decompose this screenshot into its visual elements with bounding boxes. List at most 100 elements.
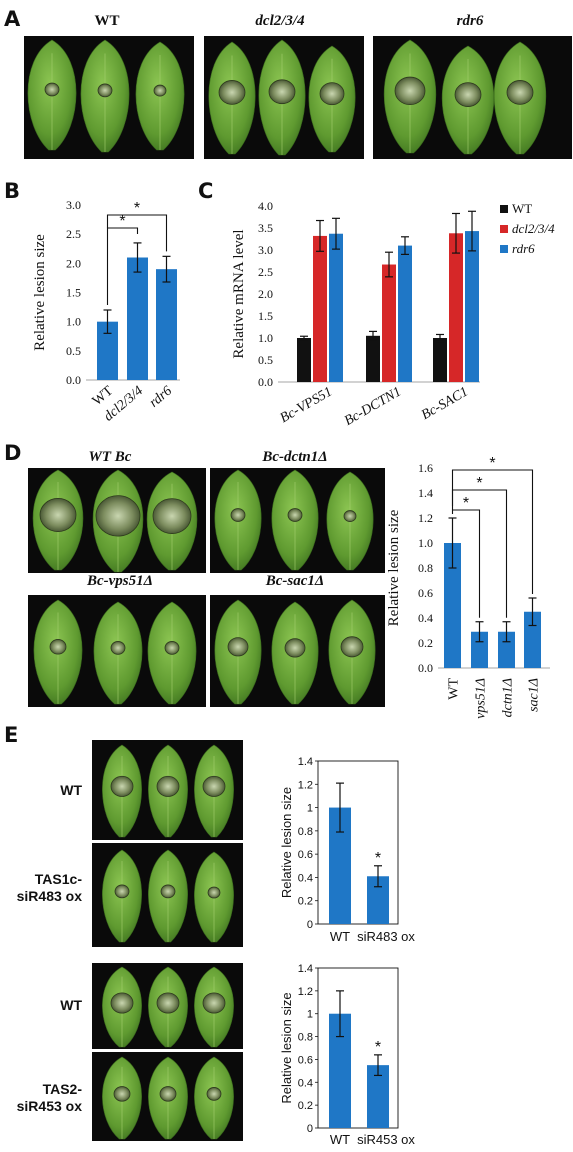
- row-label-tas1c-line2: siR483 ox: [17, 888, 83, 904]
- leaf-d-sac1-3-lesion: [340, 636, 364, 658]
- chart-c-ylabel: Relative mRNA level: [231, 229, 247, 358]
- chart-c-legend-label-0: WT: [512, 201, 532, 216]
- leaf-a-rdr6-1: [383, 39, 437, 154]
- chart-c-bar-2-0: [329, 233, 343, 382]
- panel-e-photos: [92, 740, 243, 1141]
- chart-b-ytick-5: 2.5: [66, 227, 81, 241]
- leaf-d-wt-1: [32, 469, 84, 571]
- chart-c-bar-0-1: [366, 335, 380, 382]
- chart-e1-ytick-7: 1.4: [298, 756, 313, 768]
- leaf-e-wt2-2-lesion: [156, 992, 180, 1014]
- panel-a-photos: [24, 36, 572, 159]
- leaf-e-wt1-1: [102, 744, 142, 838]
- row-label-tas2-line2: siR453 ox: [17, 1098, 83, 1114]
- chart-c-legend-label-1: dcl2/3/4: [512, 221, 555, 236]
- leaf-e-wt2-1: [102, 966, 142, 1048]
- leaf-a-rdr6-1-lesion: [394, 76, 426, 106]
- panel-d-title-wt-text: WT Bc: [89, 449, 132, 465]
- chart-e1-xlabel-0: WT: [330, 929, 350, 944]
- chart-d-sig-0: [451, 509, 481, 618]
- chart-e2-ytick-5: 1: [307, 1009, 313, 1021]
- chart-d-bar-0: [444, 543, 461, 668]
- chart-b-sig-0: [106, 227, 139, 305]
- chart-d-ytick-3: 0.6: [418, 586, 433, 600]
- chart-c-bar-2-2: [465, 231, 479, 382]
- leaf-d-dctn1-2-lesion: [287, 508, 303, 522]
- chart-d-xlabel-3: sac1Δ: [527, 678, 542, 712]
- leaf-a-dcl-3-lesion: [319, 82, 345, 106]
- chart-c-bar-1-2: [449, 233, 463, 382]
- panel-label-b: B: [4, 179, 20, 203]
- leaf-a-wt-3: [135, 41, 185, 151]
- leaf-d-dctn1-1: [214, 469, 262, 571]
- chart-c-xlabel-1: Bc-DCTN1: [342, 384, 404, 428]
- leaf-d-wt-3: [146, 471, 198, 571]
- chart-e2-ylabel: Relative lesion size: [279, 992, 294, 1103]
- leaf-a-wt-1-lesion: [44, 82, 60, 97]
- leaf-e-wt1-2-lesion: [156, 775, 180, 797]
- leaf-e-wt2-1-lesion: [110, 992, 134, 1014]
- chart-d-sig-1-star: *: [476, 475, 482, 492]
- chart-b-ytick-3: 1.5: [66, 286, 81, 300]
- chart-d-xlabel-0: WT: [447, 678, 462, 700]
- leaf-a-dcl-2: [258, 39, 306, 156]
- leaf-d-wt-3-lesion: [152, 498, 192, 534]
- chart-e2: 0 0.2 0.4 0.6 0.8 1 1.2 1.4 Relative lesion size…: [279, 963, 415, 1147]
- chart-d-sig-2-star: *: [489, 455, 495, 472]
- chart-c-xlabel-2: Bc-SAC1: [419, 384, 471, 423]
- panel-label-d: D: [4, 441, 21, 465]
- chart-d-bar-1: [471, 631, 488, 668]
- leaf-a-dcl-2-lesion: [268, 79, 296, 105]
- chart-e1-bar-1: [367, 876, 389, 924]
- leaf-d-vps51-2-lesion: [110, 641, 126, 655]
- chart-b-sig-0-star: *: [119, 213, 125, 230]
- leaf-d-wt-1-lesion: [39, 498, 77, 532]
- leaf-e-tas1c-3-lesion: [207, 886, 221, 899]
- chart-c-bar-0-0: [297, 338, 311, 382]
- leaf-e-tas2-1: [102, 1056, 142, 1140]
- panel-label-e: E: [4, 723, 18, 747]
- chart-e1-sig-star: *: [375, 850, 381, 867]
- chart-e1-xlabel-1: siR483 ox: [357, 929, 415, 944]
- chart-d-sig-0-star: *: [463, 495, 469, 512]
- chart-e1-frame: [317, 760, 399, 925]
- chart-b: 0.0 0.5 1.0 1.5 2.0 2.5 3.0 Relative lesion siz…: [32, 198, 180, 425]
- row-label-tas2-line1: TAS2-: [43, 1081, 83, 1097]
- leaf-d-vps51-3-lesion: [164, 641, 180, 655]
- panel-a-title-wt: WT: [94, 13, 119, 29]
- leaf-e-wt2-2: [148, 966, 188, 1048]
- chart-e1-ytick-2: 0.4: [298, 872, 313, 884]
- leaf-e-tas1c-2: [148, 849, 188, 943]
- panel-d-photos: [28, 468, 385, 707]
- leaf-a-wt-3-lesion: [153, 84, 167, 97]
- leaf-d-dctn1-3: [326, 471, 374, 571]
- panel-a-title-dcl: dcl2/3/4: [255, 13, 305, 29]
- leaf-a-rdr6-3: [493, 41, 547, 155]
- leaf-e-tas1c-1: [102, 849, 142, 943]
- chart-b-ytick-4: 2.0: [66, 256, 81, 270]
- leaf-a-dcl-1-lesion: [218, 80, 246, 105]
- chart-e2-ytick-3: 0.6: [298, 1054, 313, 1066]
- chart-d-ytick-2: 0.4: [418, 611, 433, 625]
- leaf-e-wt1-3-lesion: [202, 775, 226, 797]
- chart-d-ytick-0: 0.0: [418, 661, 433, 675]
- leaf-d-dctn1-1-lesion: [230, 508, 246, 522]
- chart-e2-ytick-6: 1.2: [298, 986, 313, 998]
- chart-c-ytick-3: 1.5: [258, 309, 273, 323]
- chart-e2-ytick-0: 0: [307, 1123, 313, 1135]
- panel-d-title-dctn1: Bc-dctn1Δ: [261, 449, 327, 465]
- chart-c-ytick-2: 1.0: [258, 331, 273, 345]
- row-label-wt2: WT: [60, 997, 82, 1013]
- chart-e1-ytick-5: 1: [307, 803, 313, 815]
- chart-c-ytick-1: 0.5: [258, 353, 273, 367]
- leaf-e-wt1-2: [148, 744, 188, 838]
- chart-e1-ylabel: Relative lesion size: [279, 787, 294, 898]
- leaf-e-wt1-1-lesion: [110, 775, 134, 797]
- chart-b-ytick-6: 3.0: [66, 198, 81, 212]
- chart-d: 0.0 0.2 0.4 0.6 0.8 1.0 1.2 1.4 1.6 Relative lesi…: [386, 455, 550, 719]
- leaf-a-dcl-3: [308, 45, 356, 153]
- chart-e2-ytick-1: 0.2: [298, 1100, 313, 1112]
- chart-d-ytick-7: 1.4: [418, 486, 433, 500]
- leaf-e-tas2-1-lesion: [113, 1086, 131, 1102]
- chart-b-bar-0: [97, 321, 118, 380]
